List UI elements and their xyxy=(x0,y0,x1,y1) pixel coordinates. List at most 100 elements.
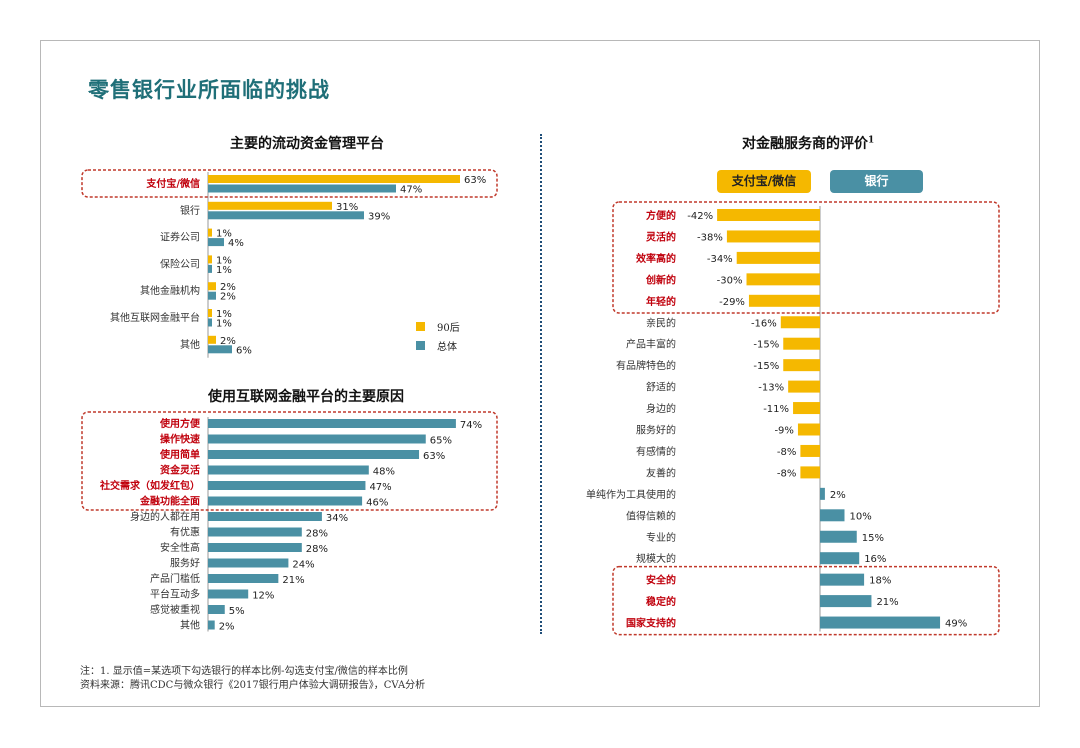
chart3-bar xyxy=(797,423,820,436)
chart2-value-label: 74% xyxy=(460,420,482,431)
chart3-value-label: -13% xyxy=(758,383,784,394)
chart3-value-label: -9% xyxy=(774,426,793,437)
chart2-value-label: 28% xyxy=(306,529,328,540)
chart3-bar xyxy=(793,402,820,415)
chart3-value-label: -8% xyxy=(777,447,796,458)
chart3-category-label: 单纯作为工具使用的 xyxy=(586,488,676,501)
chart3-category-label: 年轻的 xyxy=(646,295,676,308)
page-title: 零售银行业所面临的挑战 xyxy=(88,77,330,102)
chart3-category-label: 专业的 xyxy=(646,531,676,544)
chart2-bar xyxy=(208,605,225,614)
chart2-category-label: 金融功能全面 xyxy=(139,495,200,508)
chart3-category-label: 友善的 xyxy=(646,466,676,479)
chart3-bar xyxy=(736,251,820,264)
chart3-value-label: -15% xyxy=(753,361,779,372)
chart2-value-label: 24% xyxy=(292,560,314,571)
chart3-bar xyxy=(783,337,820,350)
chart1-bar xyxy=(208,255,212,264)
chart3-bar xyxy=(800,466,820,479)
chart2-category-label: 感觉被重视 xyxy=(150,603,200,616)
chart2-value-label: 48% xyxy=(373,467,395,478)
chart2-bar xyxy=(208,620,215,630)
chart1-value-label: 2% xyxy=(220,336,236,347)
chart2-value-label: 34% xyxy=(326,513,348,524)
chart2-category-label: 其他 xyxy=(180,619,200,632)
chart1-bar xyxy=(208,335,216,344)
chart1-value-label: 1% xyxy=(216,255,232,266)
chart2-bar xyxy=(208,558,289,568)
chart3-bar xyxy=(780,316,820,329)
chart1-title: 主要的流动资金管理平台 xyxy=(230,136,384,152)
chart1-bar xyxy=(208,238,224,247)
chart2-value-label: 12% xyxy=(252,591,274,602)
chart3-category-label: 舒适的 xyxy=(646,381,676,394)
chart3-value-label: 49% xyxy=(945,619,967,630)
chart2-value-label: 46% xyxy=(366,498,388,509)
chart1-bar xyxy=(208,318,212,327)
chart1-legend-swatch xyxy=(416,322,425,331)
chart1-bar xyxy=(208,175,460,183)
chart3-category-label: 方便的 xyxy=(646,209,676,222)
chart3-bar xyxy=(717,209,820,221)
chart2-bar xyxy=(208,465,369,475)
chart1-value-label: 2% xyxy=(220,282,236,293)
chart2-title: 使用互联网金融平台的主要原因 xyxy=(208,389,404,405)
chart2-category-label: 有优惠 xyxy=(170,526,200,539)
chart1-bar xyxy=(208,309,212,317)
chart3-bar xyxy=(820,487,825,500)
chart3-value-label: 10% xyxy=(850,511,872,522)
chart1-value-label: 2% xyxy=(220,292,236,303)
chart3-category-label: 服务好的 xyxy=(636,424,676,437)
chart1-value-label: 47% xyxy=(400,185,422,196)
chart3-category-label: 灵活的 xyxy=(646,230,676,243)
chart1-value-label: 4% xyxy=(228,238,244,249)
column-divider xyxy=(540,134,542,634)
chart3-bar xyxy=(820,573,865,586)
chart3-highlight-box-bottom xyxy=(612,565,1000,636)
legend-bank: 银行 xyxy=(830,170,923,193)
chart1-category-label: 银行 xyxy=(180,204,200,217)
chart3-category-label: 效率高的 xyxy=(636,252,676,265)
chart3-value-label: -42% xyxy=(687,211,713,222)
chart2-category-label: 资金灵活 xyxy=(160,464,200,477)
chart2-bar xyxy=(208,496,363,506)
chart1-category-label: 其他 xyxy=(180,338,200,351)
chart2-bar xyxy=(208,512,322,521)
chart3-category-label: 值得信赖的 xyxy=(626,509,676,522)
chart2-category-label: 身边的人都在用 xyxy=(130,510,200,523)
chart2-bar xyxy=(208,527,302,537)
chart1-value-label: 1% xyxy=(216,229,232,240)
chart3-bar xyxy=(788,380,820,393)
legend-alipay-wechat: 支付宝/微信 xyxy=(717,170,811,193)
chart1-bar xyxy=(208,345,232,354)
chart3-value-label: -34% xyxy=(707,254,733,265)
chart1-bar xyxy=(208,282,216,291)
chart1-value-label: 1% xyxy=(216,309,232,320)
chart2-value-label: 65% xyxy=(430,436,452,447)
chart1-value-label: 39% xyxy=(368,211,390,222)
footnote-note: 注：1. 显示值=某选项下勾选银行的样本比例-勾选支付宝/微信的样本比例 xyxy=(80,666,408,677)
chart3-value-label: -8% xyxy=(777,468,796,479)
chart1-value-label: 1% xyxy=(216,265,232,276)
chart2-value-label: 28% xyxy=(306,544,328,555)
chart1-category-label: 其他金融机构 xyxy=(140,284,200,297)
chart1-category-label: 支付宝/微信 xyxy=(145,177,200,190)
chart2-category-label: 使用简单 xyxy=(159,448,200,461)
chart3-value-label: -38% xyxy=(697,232,723,243)
chart3-value-label: -11% xyxy=(763,404,789,415)
chart1-bar xyxy=(208,264,212,273)
chart1-legend-swatch xyxy=(416,341,425,350)
chart1-value-label: 6% xyxy=(236,345,252,356)
chart3-bar xyxy=(820,509,845,522)
chart2-bar xyxy=(208,419,456,428)
chart2-category-label: 操作快速 xyxy=(160,433,200,446)
chart1-value-label: 31% xyxy=(336,202,358,213)
chart3-bar xyxy=(748,294,820,307)
chart2-bar xyxy=(208,481,366,490)
chart3-value-label: 2% xyxy=(830,490,846,501)
chart2-highlight-box xyxy=(81,411,498,511)
chart3-category-label: 安全的 xyxy=(646,574,676,587)
chart3-bar xyxy=(820,552,860,565)
chart3-bar xyxy=(820,616,941,629)
